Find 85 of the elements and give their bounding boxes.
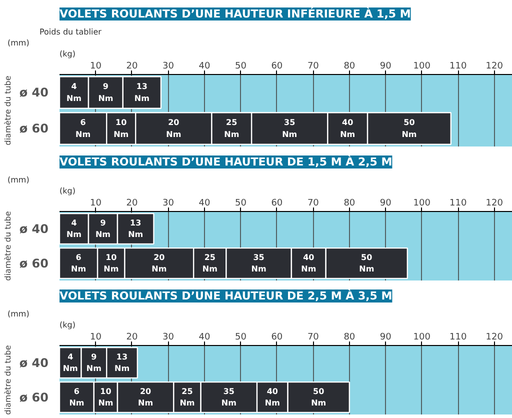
- x-tick-label: 100: [413, 62, 431, 72]
- x-tick-label: 80: [344, 332, 356, 342]
- x-tick-label: 40: [198, 332, 210, 342]
- annotation: 35 Nm: [282, 118, 298, 139]
- x-tick-label: 90: [380, 332, 392, 342]
- annotation: 13 Nm: [114, 352, 130, 374]
- chart-title: VOLETS ROULANTS D’UNE HAUTEUR INFÉRIEURE À 1,5 M: [60, 6, 411, 20]
- x-tick-label: 10: [90, 62, 102, 72]
- annotation: 9 Nm: [86, 352, 102, 374]
- x-tick-label: 10: [90, 332, 102, 342]
- x-tick-label: 100: [413, 198, 431, 208]
- x-axis-title: Poids du tablier: [40, 28, 102, 36]
- annotation: 9 Nm: [98, 82, 114, 103]
- x-tick-label: 110: [450, 198, 468, 208]
- x-tick-label: 50: [234, 332, 247, 342]
- text: (kg): [60, 50, 76, 58]
- x-tick-label: 120: [486, 332, 504, 342]
- text: (mm): [8, 38, 30, 48]
- annotation: 13 Nm: [134, 82, 150, 103]
- y-axis-title: diamètre du tube: [3, 76, 12, 146]
- annotation: 50 Nm: [402, 118, 417, 139]
- y-axis-title: diamètre du tube: [3, 211, 12, 281]
- annotation: 35 Nm: [251, 252, 266, 274]
- x-tick-label: 20: [126, 332, 138, 342]
- annotation: 20 Nm: [152, 252, 167, 274]
- annotation: 25 Nm: [202, 252, 218, 274]
- x-tick-label: 20: [126, 62, 138, 72]
- text: (mm): [8, 310, 30, 318]
- x-tick-label: 50: [234, 62, 247, 72]
- x-tick-label: 80: [344, 62, 356, 72]
- y-axis-title: diamètre du tube: [3, 345, 12, 415]
- y-tick-label: ø 60: [19, 256, 49, 270]
- chart-title: VOLETS ROULANTS D’UNE HAUTEUR DE 1,5 M À 2,5 M: [60, 154, 392, 168]
- x-tick-label: 30: [162, 62, 174, 72]
- chart-title: VOLETS ROULANTS D’UNE HAUTEUR DE 2,5 M À 3,5 M: [60, 288, 392, 302]
- annotation: 20 Nm: [138, 386, 154, 408]
- x-tick-label: 40: [198, 198, 210, 208]
- annotation: 40 Nm: [264, 386, 280, 408]
- annotation: 9 Nm: [95, 218, 111, 240]
- x-tick-label: 10: [90, 198, 102, 208]
- annotation: 10 Nm: [104, 252, 119, 274]
- text: (kg): [60, 320, 76, 330]
- annotation: 6 Nm: [69, 386, 84, 408]
- annotation: 50 Nm: [311, 386, 326, 408]
- y-tick-label: ø 60: [19, 390, 49, 404]
- x-tick-label: 90: [380, 198, 392, 208]
- annotation: 6 Nm: [71, 252, 86, 274]
- annotation: 4 Nm: [66, 82, 82, 103]
- annotation: 35 Nm: [221, 386, 236, 408]
- x-tick-label: 60: [271, 62, 283, 72]
- annotation: 10 Nm: [114, 118, 129, 139]
- x-tick-label: 110: [450, 332, 468, 342]
- annotation: 40 Nm: [340, 118, 356, 139]
- x-tick-label: 80: [344, 198, 356, 208]
- x-tick-label: 50: [234, 198, 247, 208]
- annotation: 13 Nm: [128, 218, 144, 240]
- x-tick-label: 40: [198, 62, 210, 72]
- y-tick-label: ø 60: [19, 122, 49, 136]
- x-tick-label: 30: [162, 332, 174, 342]
- x-tick-label: 60: [271, 198, 283, 208]
- annotation: 20 Nm: [166, 118, 182, 139]
- x-tick-label: 70: [307, 62, 320, 72]
- annotation: 4 Nm: [62, 352, 78, 374]
- x-tick-label: 60: [271, 332, 283, 342]
- annotation: 4 Nm: [66, 218, 82, 240]
- x-tick-label: 20: [126, 198, 138, 208]
- annotation: 40 Nm: [301, 252, 316, 274]
- x-tick-label: 90: [380, 62, 392, 72]
- annotation: 10 Nm: [98, 386, 114, 408]
- text: (mm): [8, 176, 30, 184]
- x-tick-label: 70: [307, 198, 320, 208]
- y-tick-label: ø 40: [19, 356, 49, 370]
- y-tick-label: ø 40: [19, 86, 49, 100]
- text: (kg): [60, 186, 76, 196]
- annotation: 25 Nm: [224, 118, 240, 139]
- x-tick-label: 120: [486, 198, 504, 208]
- annotation: 6 Nm: [76, 118, 91, 139]
- x-tick-label: 30: [162, 198, 174, 208]
- x-tick-label: 110: [450, 62, 468, 72]
- x-tick-label: 70: [307, 332, 320, 342]
- annotation: 25 Nm: [180, 386, 195, 408]
- x-tick-label: 120: [486, 62, 504, 72]
- x-tick-label: 100: [413, 332, 431, 342]
- y-tick-label: ø 40: [19, 222, 49, 236]
- annotation: 50 Nm: [359, 252, 374, 274]
